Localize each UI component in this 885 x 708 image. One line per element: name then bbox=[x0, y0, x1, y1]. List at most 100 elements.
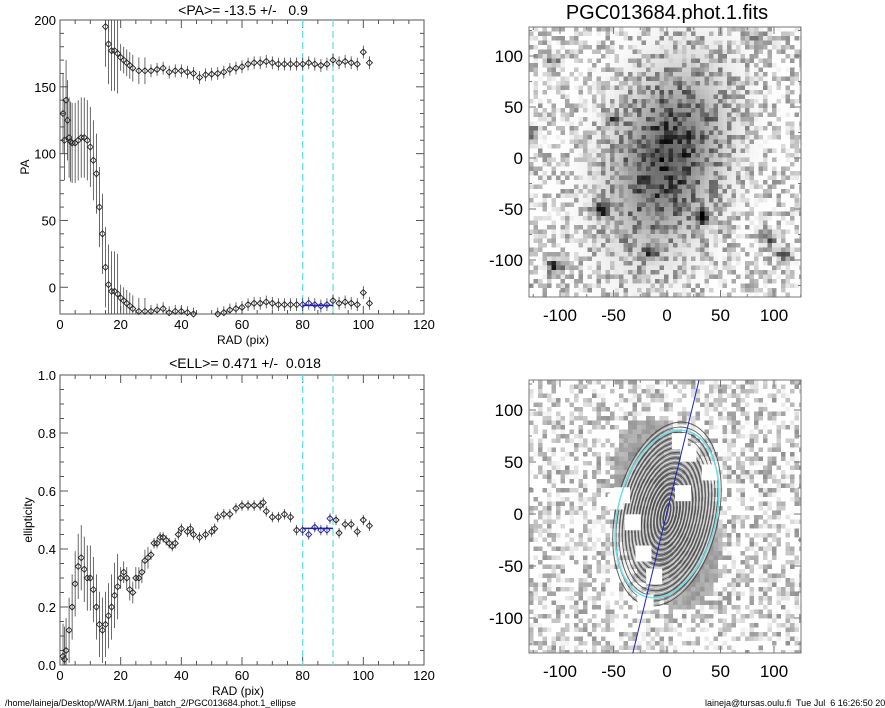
y-tick-label: 100 bbox=[34, 147, 56, 162]
data-point bbox=[332, 516, 340, 524]
data-point bbox=[323, 60, 331, 68]
data-point bbox=[226, 65, 234, 74]
data-point bbox=[165, 309, 173, 317]
data-point bbox=[359, 288, 367, 297]
x-tick-label: 80 bbox=[295, 317, 309, 332]
data-point bbox=[359, 516, 367, 524]
x-tick-label: 100 bbox=[352, 668, 374, 683]
data-point bbox=[347, 299, 355, 307]
data-point bbox=[174, 530, 182, 539]
y-tick-label: 100 bbox=[495, 47, 523, 66]
data-point bbox=[186, 525, 195, 533]
data-point bbox=[201, 71, 210, 79]
data-point bbox=[341, 57, 349, 66]
y-tick-label: 0 bbox=[514, 505, 523, 524]
data-point bbox=[153, 65, 161, 74]
y-tick-label: 50 bbox=[42, 213, 56, 228]
ell-plot-xlabel: RAD (pix) bbox=[212, 684, 264, 698]
data-point bbox=[305, 530, 313, 539]
data-point bbox=[147, 67, 155, 75]
data-point bbox=[129, 305, 137, 313]
data-point bbox=[244, 60, 252, 68]
data-point bbox=[280, 510, 289, 518]
data-point bbox=[195, 73, 204, 82]
pa-plot-xlabel: RAD (pix) bbox=[217, 333, 269, 347]
x-tick-label: 60 bbox=[235, 317, 249, 332]
data-point bbox=[268, 59, 276, 67]
x-tick-label: 0 bbox=[662, 306, 671, 325]
data-point bbox=[171, 539, 179, 547]
data-point bbox=[153, 539, 161, 547]
y-tick-label: 150 bbox=[34, 80, 56, 95]
x-tick-label: 100 bbox=[760, 662, 788, 681]
data-point bbox=[341, 298, 349, 306]
x-tick-label: -50 bbox=[601, 306, 626, 325]
x-tick-label: 50 bbox=[711, 662, 730, 681]
data-point bbox=[262, 507, 270, 515]
data-point bbox=[232, 504, 240, 513]
data-point bbox=[147, 307, 155, 315]
residual-image-axes: -100 -50 0 50 100 100 50 0 -50 -100 bbox=[489, 401, 788, 681]
data-point bbox=[183, 68, 192, 76]
data-point bbox=[165, 68, 173, 76]
data-point bbox=[177, 67, 185, 75]
footer-path: /home/laineja/Desktop/WARM.1/jani_batch_… bbox=[5, 698, 296, 708]
y-tick-label: 0 bbox=[514, 149, 523, 168]
data-point bbox=[365, 59, 374, 67]
y-tick-label: 0.0 bbox=[38, 658, 56, 673]
x-tick-label: 60 bbox=[235, 668, 249, 683]
data-point bbox=[201, 530, 210, 539]
x-tick-label: -50 bbox=[601, 662, 626, 681]
y-tick-label: 100 bbox=[495, 401, 523, 420]
data-point bbox=[214, 513, 222, 521]
data-point bbox=[238, 63, 246, 71]
x-tick-label: 100 bbox=[760, 306, 788, 325]
data-point bbox=[299, 526, 307, 534]
x-tick-label: 120 bbox=[413, 668, 435, 683]
data-point bbox=[195, 533, 204, 542]
data-point bbox=[353, 60, 361, 68]
x-tick-label: -100 bbox=[543, 306, 577, 325]
data-point bbox=[211, 525, 219, 533]
y-tick-label: 0.4 bbox=[38, 542, 56, 557]
data-point bbox=[208, 70, 216, 78]
y-tick-label: 50 bbox=[504, 98, 523, 117]
ell-plot-ylabel: ellipticity bbox=[21, 497, 35, 542]
x-tick-label: -100 bbox=[543, 662, 577, 681]
data-point bbox=[326, 514, 334, 523]
data-point bbox=[262, 298, 270, 306]
data-point bbox=[214, 310, 222, 318]
data-point bbox=[268, 299, 276, 307]
data-point bbox=[159, 305, 167, 313]
data-point bbox=[177, 307, 185, 315]
data-point bbox=[183, 309, 192, 317]
ell-plot-title: <ELL>= 0.471 +/- 0.018 bbox=[169, 355, 321, 371]
data-point bbox=[226, 510, 234, 518]
data-point bbox=[232, 64, 240, 72]
x-tick-label: 50 bbox=[711, 306, 730, 325]
data-point bbox=[238, 303, 246, 311]
data-point bbox=[317, 61, 325, 70]
y-tick-label: 200 bbox=[34, 13, 56, 28]
data-point bbox=[220, 68, 228, 76]
data-point bbox=[311, 60, 319, 68]
data-point bbox=[159, 64, 167, 72]
footer-stamp: laineja@tursas.oulu.fi Tue Jul 6 16:26:5… bbox=[705, 698, 885, 708]
x-tick-label: 0 bbox=[662, 662, 671, 681]
data-point bbox=[123, 574, 131, 582]
y-tick-label: 1.0 bbox=[38, 368, 56, 383]
y-tick-label: -100 bbox=[489, 251, 523, 270]
x-tick-label: 40 bbox=[174, 317, 188, 332]
data-point bbox=[335, 59, 343, 67]
x-tick-label: 0 bbox=[56, 668, 63, 683]
y-tick-label: -50 bbox=[498, 557, 523, 576]
data-point bbox=[353, 527, 361, 536]
data-point bbox=[274, 513, 283, 521]
data-point bbox=[329, 296, 337, 305]
data-point bbox=[365, 299, 374, 307]
pa-plot-title: <PA>= -13.5 +/- 0.9 bbox=[178, 2, 308, 18]
data-point bbox=[138, 568, 146, 576]
y-tick-label: 50 bbox=[504, 453, 523, 472]
galaxy-image bbox=[529, 27, 801, 297]
